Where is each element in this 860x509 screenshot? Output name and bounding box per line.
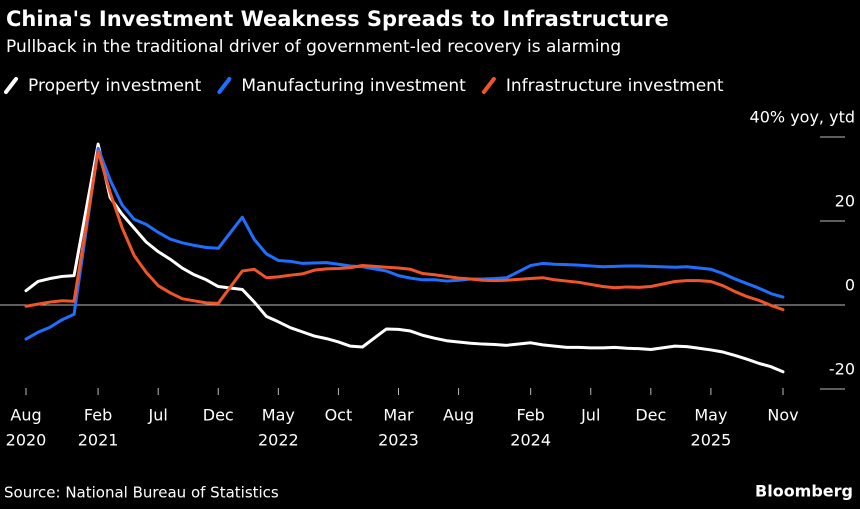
chart-title: China's Investment Weakness Spreads to I…: [6, 7, 669, 31]
legend-label: Manufacturing investment: [241, 76, 466, 96]
y-tick-label: -20: [829, 360, 855, 379]
series-line: [24, 149, 785, 312]
x-tick-label: Aug: [443, 406, 474, 425]
x-tick-year: 2025: [691, 431, 732, 450]
x-tick-label: May: [262, 406, 295, 425]
legend-swatch: [481, 77, 496, 94]
y-tick-label: 20: [835, 192, 855, 211]
series-line: [24, 142, 785, 374]
series-line: [24, 146, 785, 341]
x-tick-year: 2021: [78, 431, 119, 450]
x-tick-label: Feb: [84, 406, 112, 425]
x-tick-label: Jul: [148, 406, 168, 425]
x-tick-label: Jul: [580, 406, 600, 425]
brand: Bloomberg: [755, 482, 853, 501]
x-tick-label: Feb: [517, 406, 545, 425]
legend-label: Infrastructure investment: [506, 76, 724, 96]
legend-swatch: [217, 77, 232, 94]
x-tick-year: 2022: [258, 431, 299, 450]
x-tick-label: Dec: [203, 406, 234, 425]
legend-swatch: [4, 77, 18, 94]
x-tick-label: Nov: [767, 406, 798, 425]
legend-label: Property investment: [28, 76, 202, 96]
x-tick-year: 2024: [510, 431, 551, 450]
chart-subtitle: Pullback in the traditional driver of go…: [6, 37, 621, 57]
x-tick-year: 2023: [378, 431, 419, 450]
x-tick-label: Aug: [10, 406, 41, 425]
x-tick-label: Oct: [325, 406, 353, 425]
x-tick-label: May: [694, 406, 727, 425]
source: Source: National Bureau of Statistics: [4, 484, 279, 502]
x-tick-year: 2020: [6, 431, 47, 450]
y-tick-label: 40% yoy, ytd: [750, 108, 855, 127]
y-tick-label: 0: [845, 276, 855, 295]
x-tick-label: Mar: [383, 406, 414, 425]
x-tick-label: Dec: [635, 406, 666, 425]
